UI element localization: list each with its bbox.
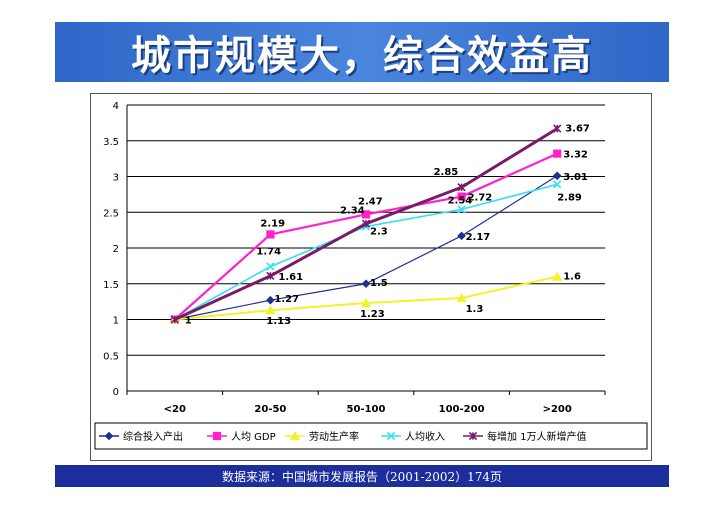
data-point [361,219,371,228]
y-tick-label: 0 [113,387,119,398]
data-point [266,271,275,281]
legend-swatch-marker [290,430,300,441]
data-label: 2.19 [260,218,285,229]
data-point [552,171,562,181]
legend-swatch-marker [212,431,222,441]
legend-swatch-marker [386,431,396,441]
data-point [457,205,466,214]
data-point [457,192,466,201]
legend-swatch-marker [468,431,478,441]
data-label: 2.34 [340,206,365,217]
data-label: 3.67 [565,124,590,135]
data-label: 2.54 [448,195,473,206]
title-banner: 城市规模大，综合效益高 [55,22,669,82]
data-point [361,210,371,219]
data-label: 2.89 [557,192,582,203]
data-point [457,231,466,241]
x-tick-label: <20 [164,404,186,415]
data-point [266,295,275,305]
data-point [361,297,371,308]
legend-swatch-marker [104,431,114,441]
legend-box [94,422,648,450]
y-tick-label: 2 [113,244,119,255]
data-label: 2.72 [468,193,493,204]
y-tick-label: 4 [113,101,119,112]
x-tick-label: >200 [543,404,572,415]
page-title: 城市规模大，综合效益高 [131,33,593,79]
y-tick-label: 3 [113,173,119,184]
legend-entry: 人均收入 [405,430,445,443]
data-label: 1 [185,316,192,327]
data-label: 1.5 [370,278,388,289]
data-label: 2.3 [370,227,388,238]
data-label: 2.47 [358,196,383,207]
data-label: 1.74 [256,247,281,258]
data-label: 2.17 [466,232,491,243]
y-tick-label: 3.5 [103,137,119,148]
y-tick-label: 0.5 [103,351,119,362]
x-tick-label: 50-100 [347,404,386,415]
data-point [553,180,562,189]
data-label: 1.3 [466,304,484,315]
x-tick-label: 100-200 [439,404,485,415]
data-point [457,183,466,192]
legend-entry: 劳动生产率 [309,430,359,443]
legend-entry: 人均 GDP [231,431,276,443]
data-label: 2.85 [434,167,459,178]
line-chart: 0 0.5 1 1.5 2 2.5 3 3.5 4 <20 20-50 50-100 100-200 >2… [94,101,648,450]
y-tick-label: 1 [113,316,119,327]
data-point [170,315,179,324]
data-point [553,124,562,133]
data-point [361,279,371,289]
data-label: 3.01 [563,172,588,183]
x-tick-label: 20-50 [254,404,286,415]
source-note: 数据来源：中国城市发展报告（2001-2002）174页 [221,469,503,484]
y-tick-label: 2.5 [103,208,119,219]
data-label: 1.6 [563,272,581,283]
data-label: 1.13 [266,316,291,327]
source-banner: 数据来源：中国城市发展报告（2001-2002）174页 [55,465,669,487]
data-label: 1.27 [274,294,299,305]
data-label: 3.32 [563,150,588,161]
data-point [266,230,275,239]
data-label: 1.61 [278,272,303,283]
legend-entry: 综合投入产出 [123,430,183,443]
legend-entry: 每增加 1万人新增产值 [487,430,587,443]
data-label: 1.23 [360,309,385,320]
data-point [266,262,275,271]
data-point [553,149,562,158]
data-point [456,292,467,303]
chart-frame: 0 0.5 1 1.5 2 2.5 3 3.5 4 <20 20-50 50-100 100-200 >2… [90,93,652,461]
data-point [552,271,563,281]
data-point [265,305,276,315]
y-tick-label: 1.5 [103,280,119,291]
